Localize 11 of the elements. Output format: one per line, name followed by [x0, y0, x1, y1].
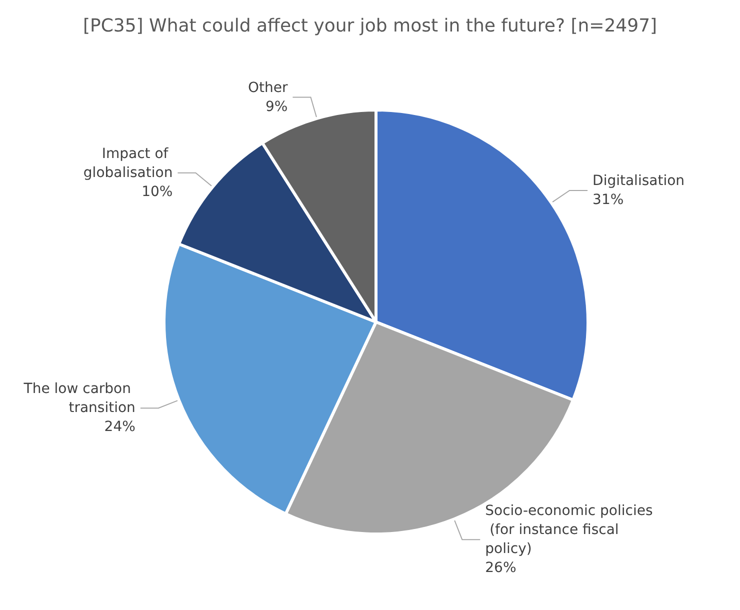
slice-label: The low carbon transition	[22, 381, 136, 416]
slice-label: Digitalisation	[592, 172, 685, 189]
data-label: 31%	[592, 192, 624, 208]
slice-label: Impact of globalisation	[83, 146, 173, 181]
data-label: 24%	[104, 419, 136, 436]
data-label: 10%	[142, 184, 173, 200]
chart-title: [PC35] What could affect your job most in the future? [n=2497]	[82, 16, 658, 36]
slice-label: Socio-economic policies (for instance fiscal policy)	[485, 503, 653, 558]
data-label: 9%	[265, 98, 288, 115]
data-label: 26%	[485, 560, 516, 576]
slice-label: Other	[248, 80, 288, 96]
